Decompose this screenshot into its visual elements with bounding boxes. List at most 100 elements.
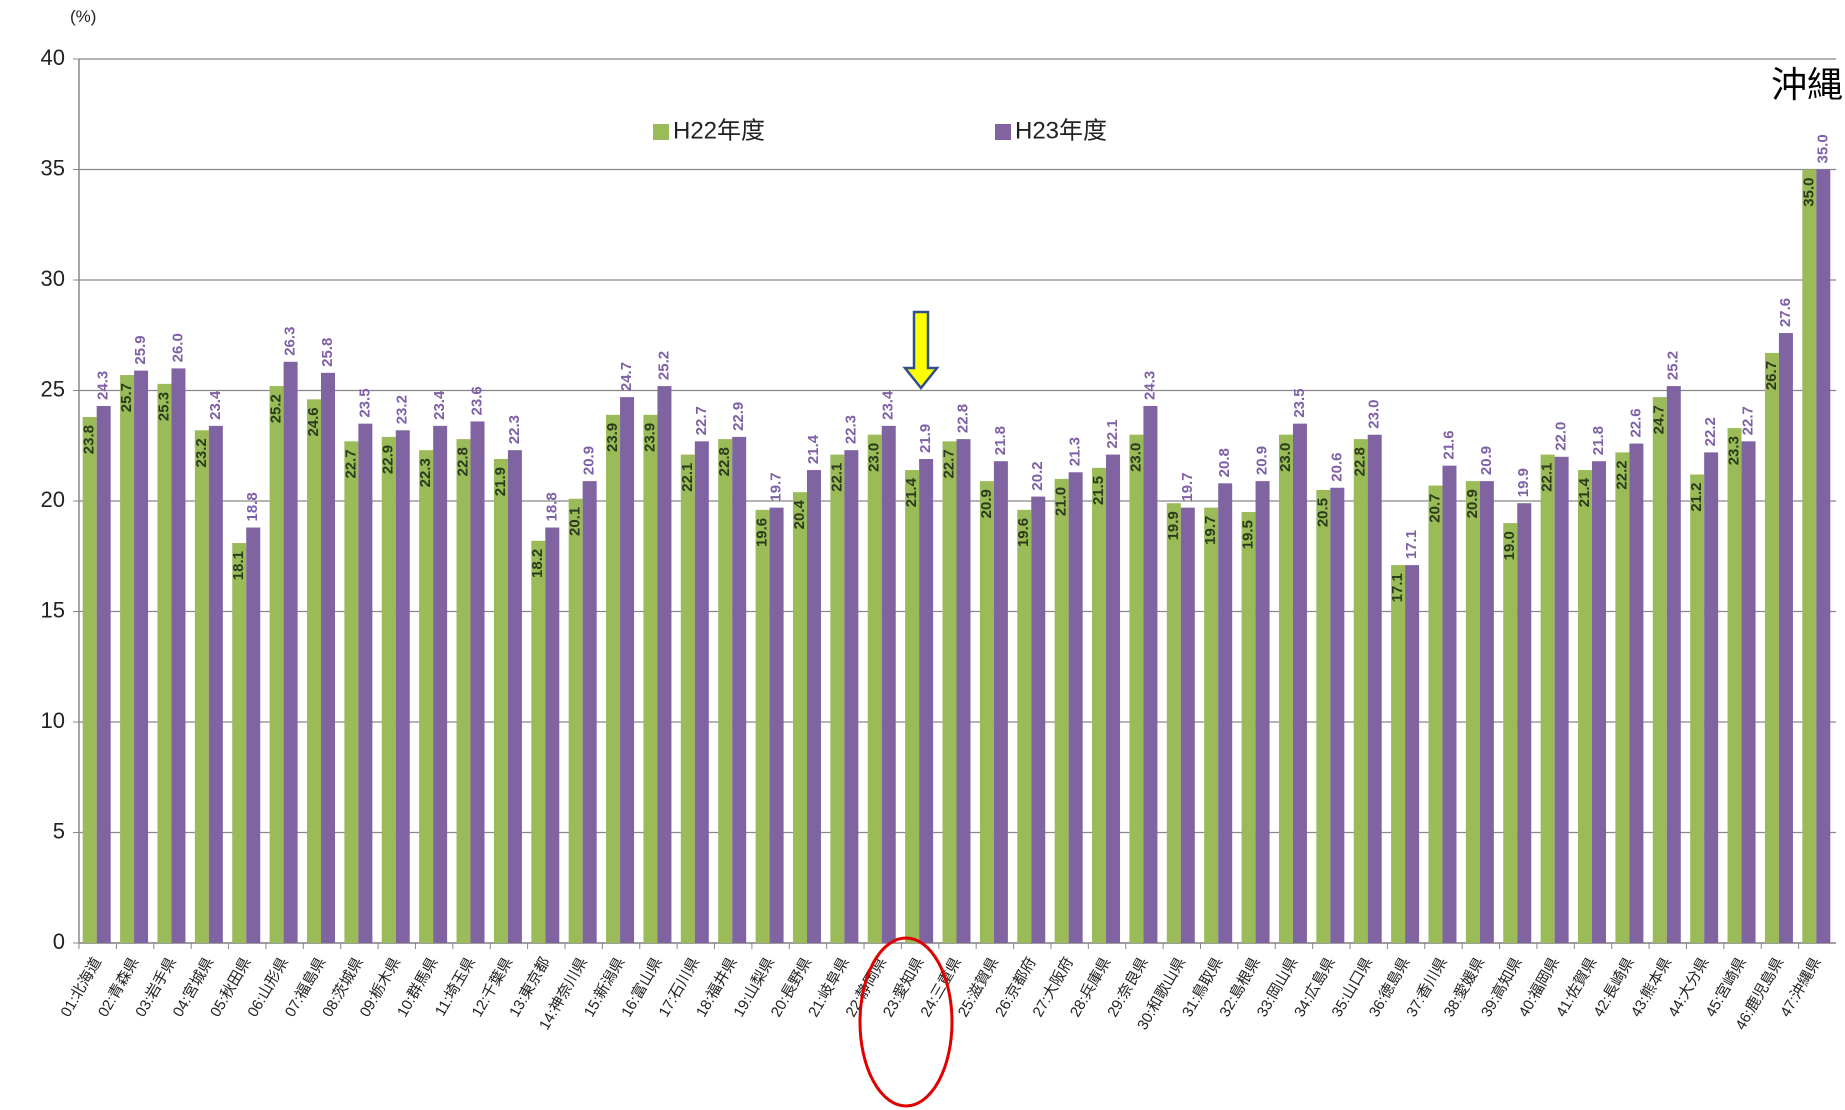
value-label: 20.8 xyxy=(1216,448,1233,477)
value-label: 17.1 xyxy=(1389,573,1406,602)
legend-label: H22年度 xyxy=(673,117,765,144)
value-label: 23.3 xyxy=(1726,436,1743,465)
y-tick-label: 20 xyxy=(41,487,65,512)
bar xyxy=(1629,443,1644,943)
bar xyxy=(157,383,172,943)
bar xyxy=(269,386,284,944)
bar xyxy=(1802,169,1817,943)
bar xyxy=(1031,496,1046,943)
bar xyxy=(381,436,396,943)
bar xyxy=(96,405,111,944)
value-label: 25.3 xyxy=(155,392,172,421)
bar xyxy=(1778,333,1793,943)
value-label: 21.8 xyxy=(1590,426,1607,455)
bar xyxy=(844,450,859,943)
bar xyxy=(1578,470,1593,943)
bar xyxy=(1241,512,1256,943)
bar xyxy=(419,450,434,943)
value-label: 20.9 xyxy=(1464,489,1481,518)
bar xyxy=(1690,474,1705,943)
bar xyxy=(507,450,522,943)
value-label: 24.7 xyxy=(1651,405,1668,434)
value-label: 23.0 xyxy=(866,443,883,472)
bar xyxy=(1218,483,1233,943)
bar xyxy=(806,470,821,943)
highlight-circle xyxy=(858,936,954,1108)
bar xyxy=(1764,352,1779,943)
value-label: 21.5 xyxy=(1090,476,1107,505)
bar xyxy=(582,481,597,943)
value-label: 23.0 xyxy=(1366,399,1383,428)
value-label: 18.8 xyxy=(543,492,560,521)
value-label: 25.2 xyxy=(268,394,285,423)
bar xyxy=(1330,487,1345,943)
bar xyxy=(493,459,508,943)
value-label: 19.6 xyxy=(1015,518,1032,547)
value-label: 20.9 xyxy=(1478,446,1495,475)
legend-label: H23年度 xyxy=(1015,117,1107,144)
value-label: 22.8 xyxy=(1352,447,1369,476)
bar xyxy=(1428,485,1443,943)
bar xyxy=(1316,489,1331,943)
value-label: 21.2 xyxy=(1688,482,1705,511)
bar xyxy=(1092,467,1107,943)
bar xyxy=(120,375,135,943)
bar xyxy=(881,425,896,943)
value-label: 20.6 xyxy=(1328,453,1345,482)
bar xyxy=(942,441,957,943)
value-label: 22.7 xyxy=(693,406,710,435)
y-tick-label: 35 xyxy=(41,155,65,180)
value-label: 23.5 xyxy=(1291,388,1308,417)
bar xyxy=(732,436,747,943)
legend-swatch xyxy=(995,124,1011,140)
value-label: 22.2 xyxy=(1702,417,1719,446)
value-label: 19.0 xyxy=(1501,531,1518,560)
bar xyxy=(905,470,920,943)
value-label: 22.9 xyxy=(380,445,397,474)
bar xyxy=(643,414,658,943)
value-label: 20.5 xyxy=(1314,498,1331,527)
value-label: 20.4 xyxy=(791,500,808,530)
value-label: 21.6 xyxy=(1440,430,1457,459)
value-label: 23.9 xyxy=(604,423,621,452)
bar xyxy=(1727,428,1742,943)
value-label: 20.7 xyxy=(1426,494,1443,523)
value-label: 22.7 xyxy=(1740,406,1757,435)
value-label: 22.3 xyxy=(842,415,859,444)
y-tick-label: 0 xyxy=(53,929,65,954)
y-axis-unit: (%) xyxy=(70,7,96,26)
annotation: 沖縄 xyxy=(1771,64,1843,105)
value-label: 19.9 xyxy=(1165,511,1182,540)
value-label: 22.8 xyxy=(954,404,971,433)
value-label: 22.3 xyxy=(506,415,523,444)
bar xyxy=(82,417,97,943)
value-label: 21.4 xyxy=(903,477,920,507)
value-label: 19.7 xyxy=(768,472,785,501)
legend-swatch xyxy=(653,124,669,140)
y-tick-label: 40 xyxy=(41,45,65,70)
value-label: 17.1 xyxy=(1403,530,1420,559)
bar xyxy=(1816,169,1831,943)
value-label: 19.7 xyxy=(1202,516,1219,545)
value-label: 25.9 xyxy=(132,335,149,364)
value-label: 21.9 xyxy=(492,467,509,496)
value-label: 23.2 xyxy=(394,395,411,424)
arrow xyxy=(902,310,940,391)
value-label: 22.7 xyxy=(940,449,957,478)
bar xyxy=(1180,507,1195,943)
bar xyxy=(208,425,223,943)
bar xyxy=(755,509,770,943)
bar xyxy=(1017,509,1032,943)
value-label: 23.8 xyxy=(81,425,98,454)
value-label: 23.6 xyxy=(468,386,485,415)
bar xyxy=(1666,386,1681,944)
value-label: 21.4 xyxy=(805,434,822,464)
bar xyxy=(1592,461,1607,943)
value-label: 20.1 xyxy=(567,507,584,536)
bar xyxy=(358,423,373,943)
value-label: 25.8 xyxy=(319,338,336,367)
value-label: 25.2 xyxy=(1665,351,1682,380)
bar xyxy=(620,397,635,943)
value-label: 23.2 xyxy=(193,438,210,467)
value-label: 22.2 xyxy=(1613,460,1630,489)
